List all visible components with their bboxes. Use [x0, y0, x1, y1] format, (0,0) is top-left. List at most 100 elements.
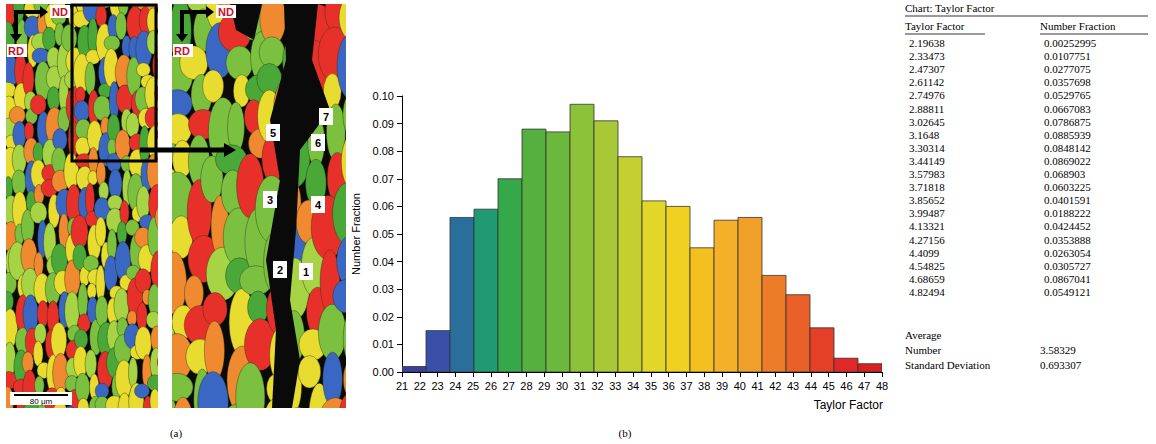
svg-text:32: 32 — [591, 380, 603, 392]
svg-text:ND: ND — [218, 6, 234, 18]
svg-text:Number Fraction: Number Fraction — [350, 193, 362, 275]
svg-text:3.44149: 3.44149 — [909, 155, 945, 167]
svg-text:25: 25 — [467, 380, 479, 392]
svg-text:0.0667083: 0.0667083 — [1044, 103, 1091, 115]
svg-text:0.0869022: 0.0869022 — [1044, 155, 1091, 167]
svg-text:24: 24 — [449, 380, 461, 392]
svg-text:45: 45 — [823, 380, 835, 392]
svg-text:37: 37 — [680, 380, 692, 392]
svg-text:0.00: 0.00 — [373, 366, 394, 378]
svg-text:4.82494: 4.82494 — [909, 286, 945, 298]
svg-text:30: 30 — [556, 380, 568, 392]
svg-text:0.0549121: 0.0549121 — [1044, 286, 1091, 298]
svg-text:35: 35 — [645, 380, 657, 392]
svg-text:0.09: 0.09 — [373, 118, 394, 130]
svg-text:0.0188222: 0.0188222 — [1044, 207, 1091, 219]
svg-text:2.47307: 2.47307 — [909, 63, 945, 75]
svg-text:RD: RD — [8, 45, 24, 57]
svg-text:3.1648: 3.1648 — [909, 129, 940, 141]
svg-text:4: 4 — [315, 199, 322, 211]
svg-text:47: 47 — [858, 380, 870, 392]
svg-text:40: 40 — [734, 380, 746, 392]
svg-text:7: 7 — [323, 111, 329, 123]
svg-text:27: 27 — [503, 380, 515, 392]
svg-text:26: 26 — [485, 380, 497, 392]
svg-text:(b): (b) — [619, 427, 632, 440]
svg-text:2: 2 — [277, 264, 283, 276]
svg-text:0.0786875: 0.0786875 — [1044, 116, 1091, 128]
svg-text:0.02: 0.02 — [373, 311, 394, 323]
svg-text:0.0848142: 0.0848142 — [1044, 142, 1091, 154]
svg-text:31: 31 — [574, 380, 586, 392]
svg-text:21: 21 — [396, 380, 408, 392]
svg-text:RD: RD — [174, 45, 190, 57]
svg-text:0.08: 0.08 — [373, 145, 394, 157]
svg-text:3: 3 — [267, 194, 273, 206]
svg-text:0.0107751: 0.0107751 — [1044, 50, 1091, 62]
svg-text:Taylor Factor: Taylor Factor — [905, 20, 965, 32]
svg-text:Chart: Taylor Factor: Chart: Taylor Factor — [905, 2, 995, 14]
svg-text:48: 48 — [876, 380, 888, 392]
svg-text:6: 6 — [315, 137, 321, 149]
svg-text:23: 23 — [431, 380, 443, 392]
svg-text:0.07: 0.07 — [373, 173, 394, 185]
svg-text:Number: Number — [905, 344, 941, 356]
svg-text:46: 46 — [840, 380, 852, 392]
svg-text:0.0277075: 0.0277075 — [1044, 63, 1091, 75]
svg-text:44: 44 — [805, 380, 817, 392]
svg-text:4.13321: 4.13321 — [909, 220, 945, 232]
svg-text:0.10: 0.10 — [373, 90, 394, 102]
svg-text:28: 28 — [520, 380, 532, 392]
svg-text:1: 1 — [303, 266, 309, 278]
svg-text:2.19638: 2.19638 — [909, 37, 945, 49]
svg-text:2.88811: 2.88811 — [909, 103, 944, 115]
svg-text:41: 41 — [751, 380, 763, 392]
svg-text:0.0401591: 0.0401591 — [1044, 194, 1091, 206]
svg-text:Standard Deviation: Standard Deviation — [905, 359, 991, 371]
svg-text:3.58329: 3.58329 — [1040, 344, 1076, 356]
svg-text:3.71818: 3.71818 — [909, 181, 945, 193]
svg-text:0.693307: 0.693307 — [1040, 359, 1082, 371]
svg-text:0.06: 0.06 — [373, 200, 394, 212]
svg-text:3.57983: 3.57983 — [909, 168, 945, 180]
svg-text:4.27156: 4.27156 — [909, 234, 945, 246]
svg-text:80 μm: 80 μm — [30, 397, 53, 406]
svg-text:39: 39 — [716, 380, 728, 392]
svg-text:4.4099: 4.4099 — [909, 247, 940, 259]
svg-text:34: 34 — [627, 380, 639, 392]
svg-text:(a): (a) — [170, 427, 183, 440]
svg-text:Average: Average — [905, 329, 942, 341]
svg-text:43: 43 — [787, 380, 799, 392]
svg-text:38: 38 — [698, 380, 710, 392]
svg-text:0.03: 0.03 — [373, 283, 394, 295]
svg-text:2.61142: 2.61142 — [909, 76, 944, 88]
svg-text:0.04: 0.04 — [373, 256, 394, 268]
svg-text:0.0357698: 0.0357698 — [1044, 76, 1091, 88]
svg-text:0.0529765: 0.0529765 — [1044, 89, 1091, 101]
svg-text:4.54825: 4.54825 — [909, 260, 945, 272]
svg-text:ND: ND — [52, 6, 68, 18]
svg-text:0.05: 0.05 — [373, 228, 394, 240]
svg-text:36: 36 — [663, 380, 675, 392]
svg-text:Number Fraction: Number Fraction — [1040, 20, 1116, 32]
svg-text:0.0603225: 0.0603225 — [1044, 181, 1091, 193]
svg-text:3.02645: 3.02645 — [909, 116, 945, 128]
svg-text:0.0263054: 0.0263054 — [1044, 247, 1091, 259]
svg-text:42: 42 — [769, 380, 781, 392]
svg-text:29: 29 — [538, 380, 550, 392]
svg-text:2.74976: 2.74976 — [909, 89, 945, 101]
svg-text:33: 33 — [609, 380, 621, 392]
svg-text:0.0867041: 0.0867041 — [1044, 273, 1091, 285]
svg-text:0.0885939: 0.0885939 — [1044, 129, 1091, 141]
svg-text:2.33473: 2.33473 — [909, 50, 945, 62]
svg-text:3.85652: 3.85652 — [909, 194, 945, 206]
svg-text:Taylor Factor: Taylor Factor — [814, 398, 883, 412]
svg-text:0.0353888: 0.0353888 — [1044, 234, 1091, 246]
svg-text:5: 5 — [270, 127, 276, 139]
svg-text:3.30314: 3.30314 — [909, 142, 945, 154]
svg-text:0.0305727: 0.0305727 — [1044, 260, 1091, 272]
svg-text:0.068903: 0.068903 — [1044, 168, 1086, 180]
svg-text:4.68659: 4.68659 — [909, 273, 945, 285]
svg-text:0.00252995: 0.00252995 — [1044, 37, 1097, 49]
svg-text:3.99487: 3.99487 — [909, 207, 945, 219]
